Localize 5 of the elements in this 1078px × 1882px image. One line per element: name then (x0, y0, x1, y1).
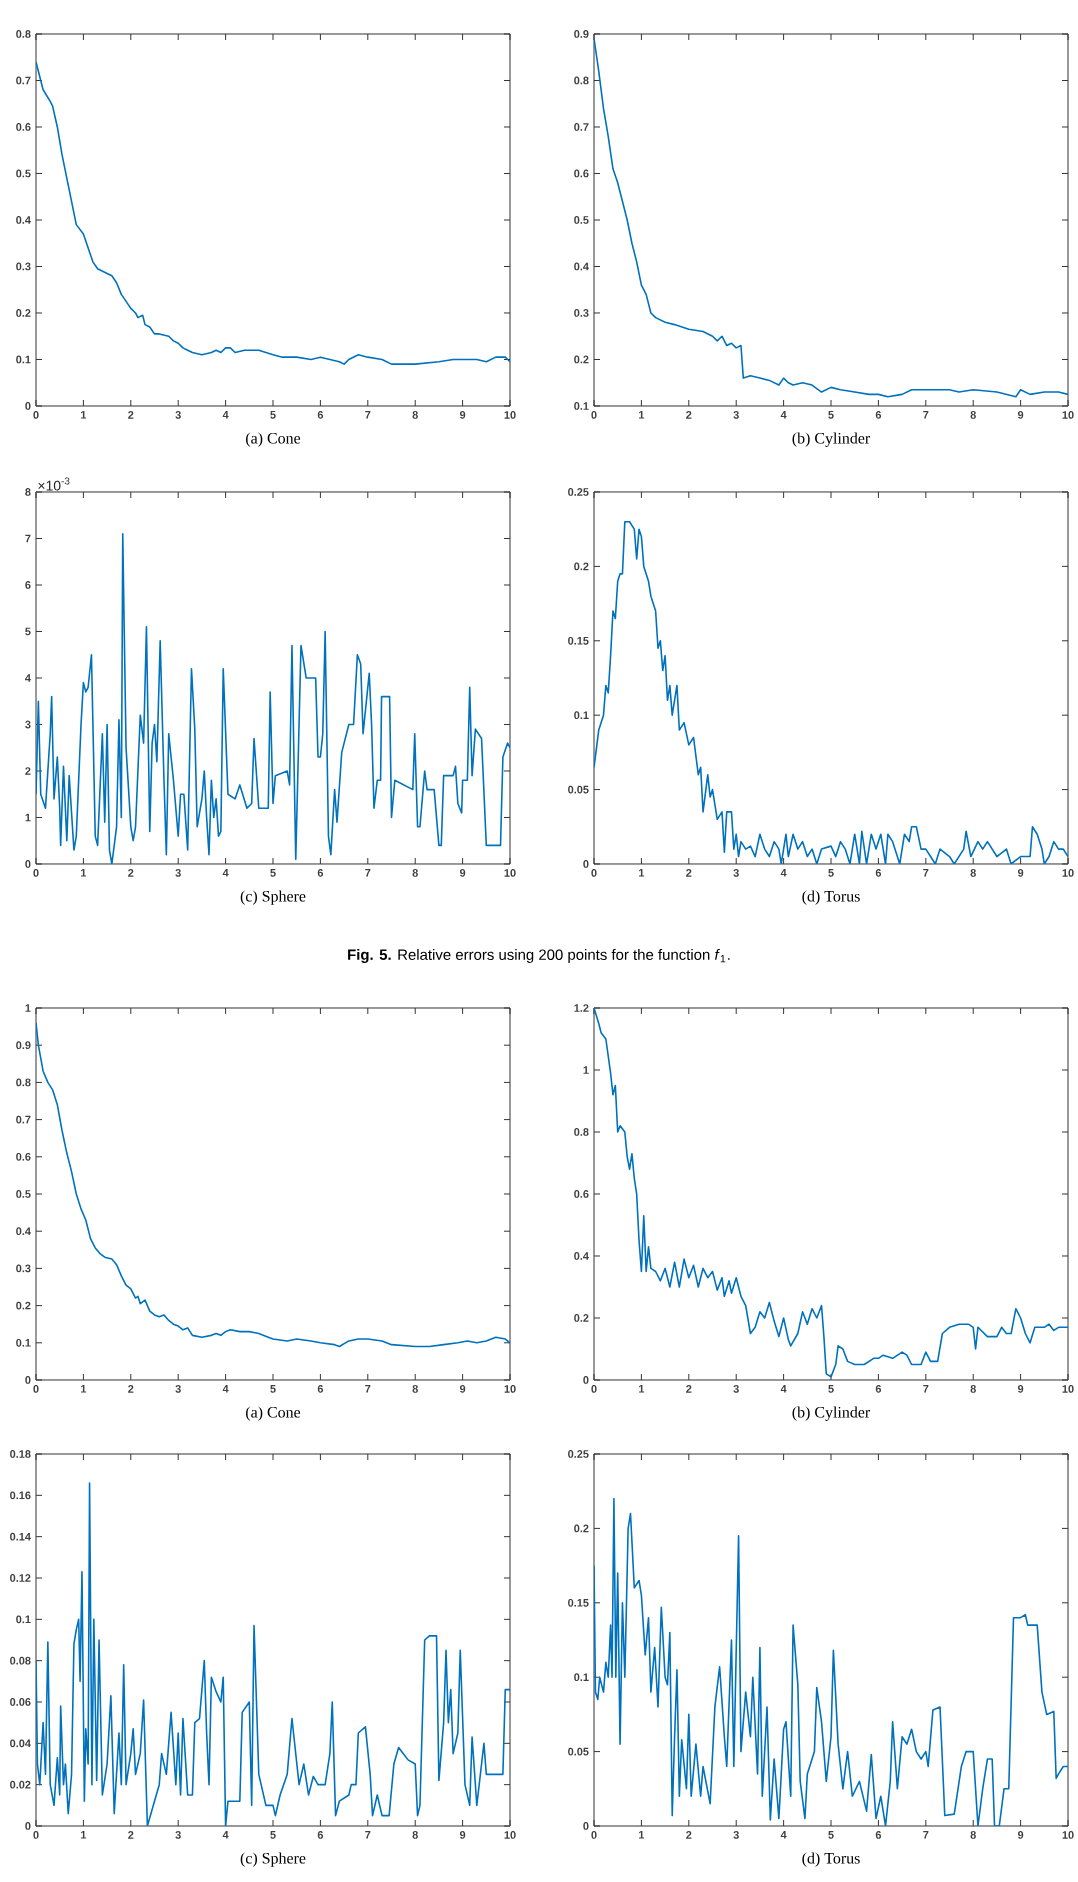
line-series (594, 1497, 1069, 1826)
line-series (36, 1482, 510, 1826)
line-series (36, 533, 510, 864)
line-series (36, 1022, 510, 1348)
line-series (594, 1007, 1069, 1378)
